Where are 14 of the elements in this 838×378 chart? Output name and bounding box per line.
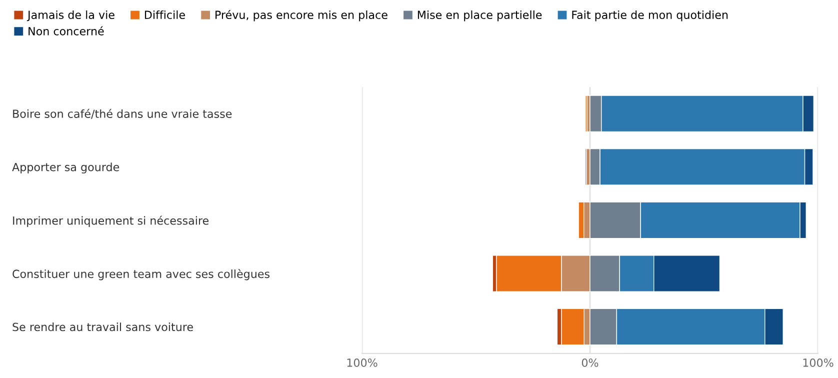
y-tick-label: Constituer une green team avec ses collègues [12, 269, 270, 280]
y-tick-label: Se rendre au travail sans voiture [12, 322, 193, 332]
x-tick-label: 100% [347, 358, 378, 367]
y-tick-label: Apporter sa gourde [12, 162, 120, 174]
x-tick-label: 100% [803, 358, 834, 367]
legend-label: Mise en place partielle [418, 10, 542, 22]
legend-label: Difficile [144, 10, 185, 20]
y-tick-label: Boire son café/thé dans une vraie tasse [13, 108, 232, 119]
x-tick-label: 0% [582, 358, 598, 367]
legend-label: Fait partie de mon quotidien [572, 10, 728, 22]
legend-label: Prévu, pas encore mis en place [216, 10, 388, 22]
legend-label: Non concerné [28, 26, 104, 36]
legend-label: Jamais de la vie [26, 10, 114, 22]
y-tick-label: Imprimer uniquement si nécessaire [13, 216, 209, 227]
